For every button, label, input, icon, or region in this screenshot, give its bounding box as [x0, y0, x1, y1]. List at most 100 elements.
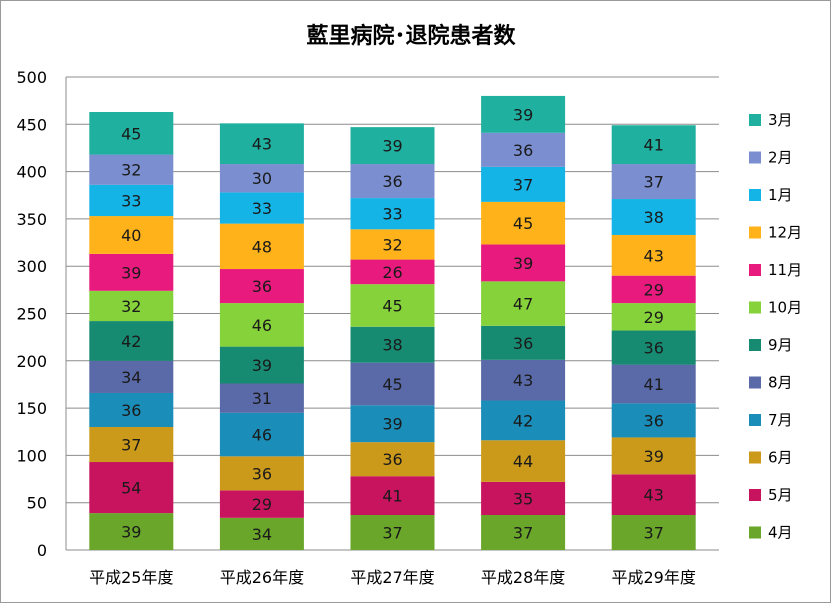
bar-segment [611, 403, 696, 438]
data-label: 42 [513, 411, 533, 430]
data-label: 36 [121, 401, 141, 420]
legend-swatch [749, 189, 761, 201]
data-label: 36 [382, 450, 402, 469]
legend-label: 7月 [768, 411, 793, 429]
data-label: 37 [513, 523, 533, 542]
y-tick-label: 0 [37, 541, 47, 560]
bar-segment [89, 427, 174, 463]
data-label: 34 [121, 368, 141, 387]
y-tick-label: 250 [16, 305, 47, 324]
bar-segment [611, 474, 696, 515]
y-tick-label: 300 [16, 257, 47, 276]
data-label: 44 [513, 452, 533, 471]
data-label: 47 [513, 295, 533, 314]
legend: 3月 2月 1月 12月 11月 10月 9月 8月 7月 6月 5月 4月 [749, 111, 802, 542]
data-label: 36 [644, 411, 664, 430]
data-label: 32 [121, 161, 141, 180]
data-label: 41 [644, 136, 664, 155]
bar-segment [611, 514, 696, 550]
data-label: 39 [121, 523, 141, 542]
legend-swatch [749, 226, 761, 239]
data-label: 36 [252, 464, 272, 483]
bar-segment [350, 198, 435, 230]
data-label: 38 [644, 208, 664, 227]
bar-segment [481, 95, 566, 133]
data-label: 34 [252, 525, 272, 544]
bar-segment [611, 330, 696, 365]
data-labels: 39 54 37 36 34 42 32 39 40 33 32 45 34 29 36 46 31 39 46 36… [121, 105, 664, 544]
bar-segment [219, 456, 304, 491]
data-label: 32 [382, 235, 402, 254]
data-label: 33 [382, 205, 402, 224]
bar-segment [481, 400, 566, 441]
data-label: 39 [252, 356, 272, 375]
bar-segment [481, 481, 566, 515]
data-label: 40 [121, 226, 141, 245]
bar-segment [89, 216, 174, 254]
bar-segment [89, 290, 174, 322]
bar-segment [350, 127, 435, 165]
legend-label: 10月 [768, 299, 802, 317]
bar-segment [350, 229, 435, 260]
bar-segment [481, 132, 566, 167]
axes: 0 50 100 150 200 250 300 350 400 450 500 平成25年度 平成26… [16, 68, 695, 587]
bar-segment [219, 269, 304, 304]
legend-label: 6月 [768, 449, 793, 467]
data-label: 31 [252, 389, 272, 408]
legend-label: 4月 [768, 524, 793, 542]
bar-segment [219, 303, 304, 347]
y-tick-label: 500 [16, 68, 47, 87]
x-tick-label: 平成28年度 [481, 568, 565, 587]
bar-segment [611, 303, 696, 331]
data-label: 43 [644, 486, 664, 505]
y-tick-label: 50 [27, 494, 47, 513]
bar-segment [611, 437, 696, 475]
y-tick-label: 450 [16, 115, 47, 134]
bar-segment [219, 123, 304, 165]
data-label: 46 [252, 426, 272, 445]
data-label: 29 [252, 495, 272, 514]
bar-segment [219, 412, 304, 457]
data-label: 39 [644, 447, 664, 466]
bar-segment [89, 184, 174, 217]
data-label: 32 [121, 297, 141, 316]
data-label: 41 [382, 487, 402, 506]
bar-segment [89, 360, 174, 393]
x-tick-label: 平成26年度 [220, 568, 304, 587]
y-tick-label: 350 [16, 210, 47, 229]
x-tick-label: 平成25年度 [89, 568, 173, 587]
data-label: 46 [252, 316, 272, 335]
bar-segment [350, 284, 435, 327]
data-label: 36 [382, 172, 402, 191]
data-label: 45 [513, 214, 533, 233]
data-label: 39 [382, 415, 402, 434]
legend-label: 5月 [768, 486, 793, 504]
bar-segment [219, 164, 304, 193]
bar-segment [219, 223, 304, 270]
bar-segment [481, 281, 566, 326]
data-label: 29 [644, 308, 664, 327]
bar-segment [481, 359, 566, 401]
bar-segment [481, 325, 566, 360]
y-tick-label: 150 [16, 399, 47, 418]
bar-segment [611, 164, 696, 200]
legend-swatch [749, 414, 761, 426]
data-label: 36 [644, 339, 664, 358]
data-label: 41 [644, 375, 664, 394]
data-label: 37 [644, 173, 664, 192]
bar-segment [481, 201, 566, 245]
data-label: 33 [121, 191, 141, 210]
bar-segment [481, 514, 566, 550]
legend-swatch [749, 489, 761, 501]
legend-swatch [749, 301, 761, 314]
y-tick-label: 200 [16, 352, 47, 371]
bar-segment [219, 517, 304, 550]
data-label: 45 [382, 375, 402, 394]
bar-segment [89, 513, 174, 550]
bar-segment [219, 192, 304, 224]
bar-segment [350, 362, 435, 406]
data-label: 45 [121, 124, 141, 143]
bar-segment [350, 259, 435, 285]
bar-segment [611, 125, 696, 165]
